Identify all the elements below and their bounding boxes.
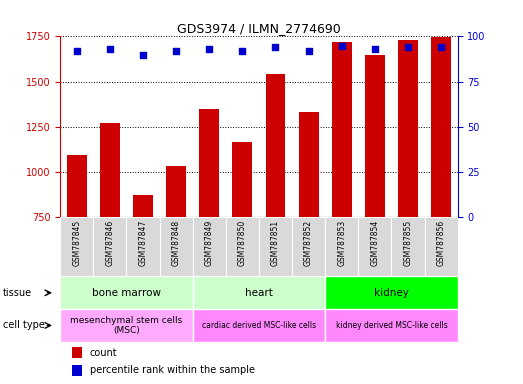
Bar [127,217,160,276]
Point [337,43,346,49]
Text: kidney derived MSC-like cells: kidney derived MSC-like cells [335,321,447,330]
Point [271,44,280,50]
Text: tissue: tissue [3,288,32,298]
Text: GSM787854: GSM787854 [370,220,379,266]
Point [106,46,114,52]
Point [304,48,313,54]
Text: GSM787856: GSM787856 [437,220,446,266]
Bar [299,112,319,217]
Bar [226,217,259,276]
Bar [60,276,192,309]
Point [73,48,81,54]
Text: percentile rank within the sample: percentile rank within the sample [89,365,255,375]
Bar [325,276,458,309]
Point [238,48,246,54]
Bar [292,217,325,276]
Bar [72,347,82,358]
Bar [67,155,87,217]
Text: GSM787850: GSM787850 [238,220,247,266]
Title: GDS3974 / ILMN_2774690: GDS3974 / ILMN_2774690 [177,22,341,35]
Text: kidney: kidney [374,288,409,298]
Bar [192,217,226,276]
Point [404,44,412,50]
Bar [358,217,391,276]
Bar [60,309,192,342]
Bar [431,37,451,217]
Text: GSM787846: GSM787846 [105,220,115,266]
Text: GSM787847: GSM787847 [139,220,147,266]
Bar [365,55,385,217]
Bar [160,217,192,276]
Bar [325,309,458,342]
Bar [391,217,425,276]
Point [205,46,213,52]
Point [371,46,379,52]
Text: GSM787849: GSM787849 [204,220,214,266]
Bar [192,309,325,342]
Text: cell type: cell type [3,320,44,331]
Text: GSM787851: GSM787851 [271,220,280,266]
Bar [259,217,292,276]
Text: bone marrow: bone marrow [92,288,161,298]
Bar [332,42,351,217]
Bar [232,142,252,217]
Bar [166,166,186,217]
Text: heart: heart [245,288,273,298]
Bar [100,123,120,217]
Bar [192,276,325,309]
Bar [93,217,127,276]
Bar [325,217,358,276]
Bar [133,195,153,217]
Text: GSM787853: GSM787853 [337,220,346,266]
Text: GSM787845: GSM787845 [72,220,81,266]
Text: GSM787848: GSM787848 [172,220,180,266]
Text: cardiac derived MSC-like cells: cardiac derived MSC-like cells [202,321,316,330]
Bar [60,217,93,276]
Point [437,44,445,50]
Bar [72,365,82,376]
Point [172,48,180,54]
Bar [425,217,458,276]
Point [139,51,147,58]
Text: count: count [89,348,117,358]
Text: GSM787852: GSM787852 [304,220,313,266]
Text: GSM787855: GSM787855 [403,220,413,266]
Text: mesenchymal stem cells
(MSC): mesenchymal stem cells (MSC) [70,316,183,335]
Bar [199,109,219,217]
Bar [398,40,418,217]
Bar [266,74,286,217]
